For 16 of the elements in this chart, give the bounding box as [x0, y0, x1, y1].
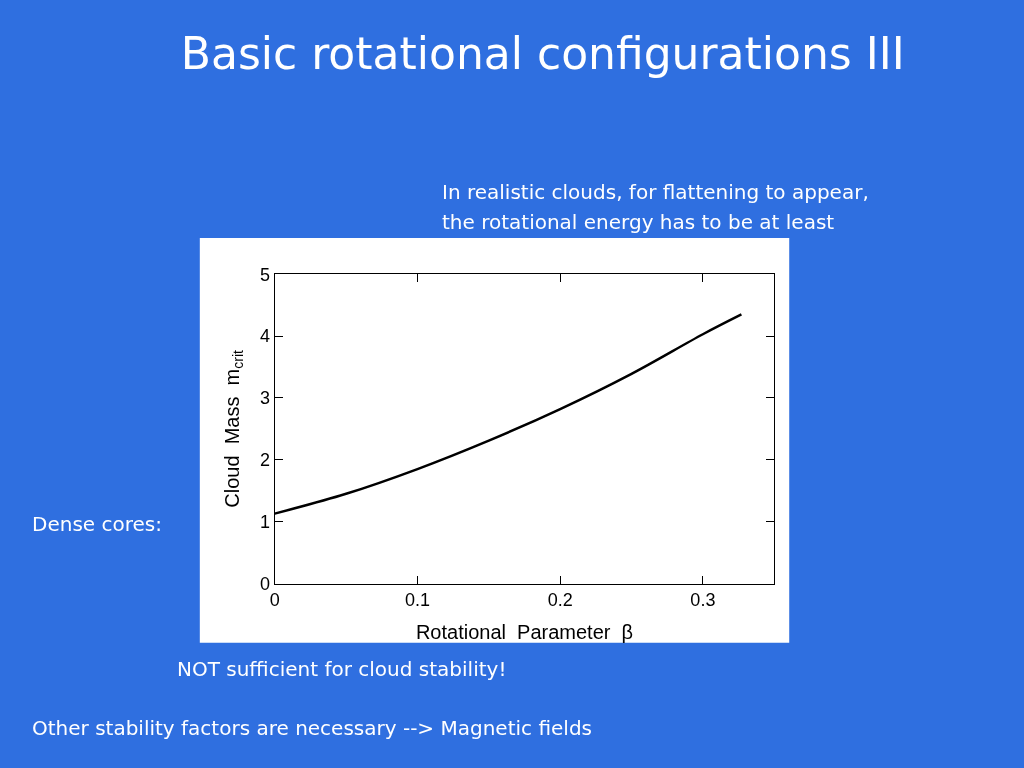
- x-tick-label: 0.2: [547, 590, 573, 611]
- y-tick-label: 5: [260, 264, 271, 285]
- text: In realistic clouds, for flattening to appear,: [442, 180, 869, 204]
- text: the rotational energy has to be at least: [442, 210, 835, 234]
- y-tick-label: 1: [260, 511, 271, 532]
- y-tick-label: 0: [260, 573, 271, 594]
- text: NOT sufficient for cloud stability!: [177, 657, 507, 681]
- chart-title: Basic rotational configurations III: [180, 28, 905, 80]
- text: Dense cores:: [32, 512, 162, 536]
- y-tick-label: 2: [260, 450, 271, 471]
- y-tick-label: 4: [260, 326, 271, 347]
- y-tick-label: 3: [260, 388, 271, 409]
- text: Other stability factors are necessary --> Magnetic fields: [32, 716, 592, 740]
- x-tick-label: 0.3: [690, 590, 716, 611]
- x-axis-title: Rotational Parameter β: [415, 620, 634, 643]
- x-tick-label: 0.1: [404, 590, 430, 611]
